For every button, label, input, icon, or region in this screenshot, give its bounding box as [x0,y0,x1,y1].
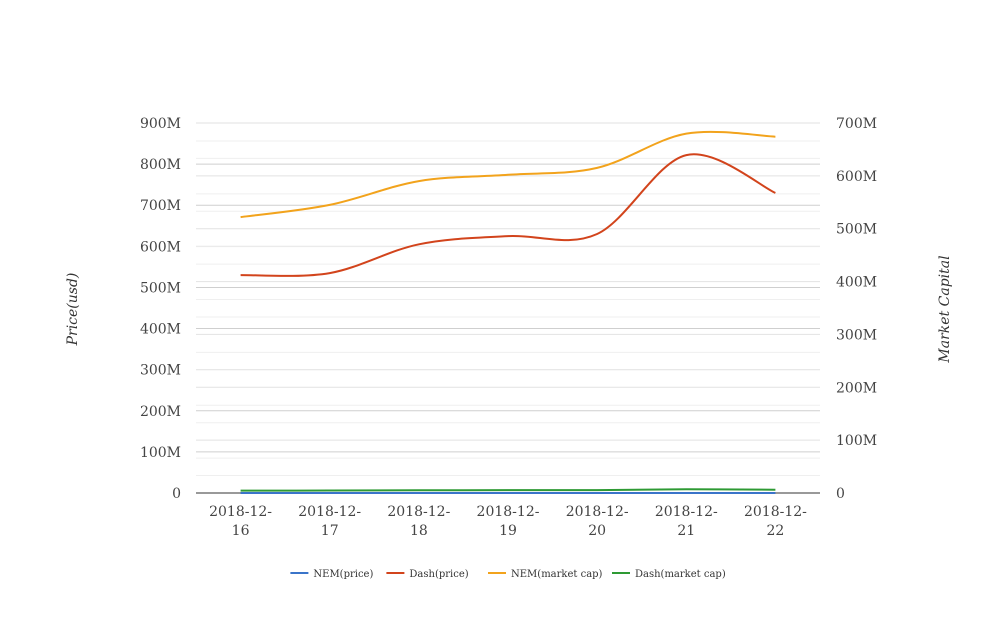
y-left-tick-label: 600M [140,239,181,255]
legend-item-nem-market-cap[interactable]: NEM(market cap) [488,569,603,580]
legend-item-dash-price[interactable]: Dash(price) [386,569,469,580]
y-right-tick-label: 100M [836,433,877,449]
x-tick-label: 2018-12-18 [387,504,450,539]
legend-label: Dash(price) [409,569,468,580]
y-left-tick-label: 300M [140,363,181,379]
x-tick-label: 2018-12-16 [209,504,272,539]
legend: NEM(price) Dash(price) NEM(market cap) Dash… [290,569,726,580]
y-right-tick-label: 400M [836,275,877,291]
y-right-tick-label: 500M [836,222,877,238]
series-lines [240,130,776,495]
x-tick-label: 2018-12-17 [298,504,361,539]
y-left-tick-label: 400M [140,322,181,338]
y-right-tick-label: 300M [836,327,877,343]
y-left-tick-label: 200M [140,404,181,420]
y-left-axis-title: Price(usd) [65,273,81,347]
y-left-tick-label: 0 [172,486,181,502]
y-left-tick-label: 900M [140,116,181,132]
legend-label: Dash(market cap) [635,569,726,580]
legend-label: NEM(market cap) [511,569,603,580]
y-left-tick-label: 500M [140,280,181,296]
series-line-nem-market-cap [240,130,776,219]
legend-label: NEM(price) [313,569,373,580]
y-right-tick-label: 200M [836,380,877,396]
y-left-tick-label: 800M [140,157,181,173]
series-line-dash-market-cap [240,488,776,492]
grid [196,122,820,494]
x-tick-label: 2018-12-21 [655,504,718,539]
y-right-axis-title: Market Capital [937,255,953,363]
x-tick-label: 2018-12-20 [566,504,629,539]
y-right-tick-label: 0 [836,486,845,502]
axes: 0 100M 200M 300M 400M 500M 600M 700M 800M 900M 0 10… [140,116,877,539]
y-left-tick-label: 700M [140,198,181,214]
series-line-dash-price [240,153,776,277]
legend-item-dash-market-cap[interactable]: Dash(market cap) [612,569,726,580]
y-left-tick-label: 100M [140,445,181,461]
x-tick-label: 2018-12-22 [744,504,807,539]
x-tick-label: 2018-12-19 [477,504,540,539]
y-right-tick-label: 700M [836,116,877,132]
legend-item-nem-price[interactable]: NEM(price) [290,569,373,580]
y-right-tick-label: 600M [836,169,877,185]
